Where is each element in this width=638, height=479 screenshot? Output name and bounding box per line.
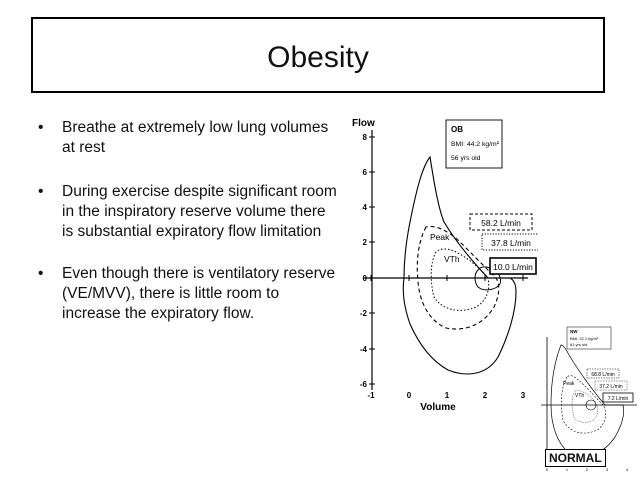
ve-vth-box bbox=[481, 233, 538, 251]
vth-label: VTh bbox=[444, 254, 460, 264]
bullet-text: Breathe at extremely low lung volumes at… bbox=[62, 119, 329, 156]
ve-vth-value: 37.2 L/min bbox=[599, 384, 623, 390]
x-tick: -1 bbox=[367, 391, 375, 400]
ve-vth-box bbox=[594, 380, 628, 391]
x-tick: 3 bbox=[521, 391, 526, 400]
bullet-marker: • bbox=[38, 183, 44, 200]
max-flow-volume-loop bbox=[402, 155, 517, 375]
ve-rest-box bbox=[489, 257, 537, 275]
x-axis-label: Volume bbox=[420, 402, 456, 412]
ve-peak-value: 68.8 L/min bbox=[591, 372, 615, 378]
y-tick: 0 bbox=[363, 274, 368, 283]
x-tick: 2 bbox=[483, 391, 488, 400]
rest-loop bbox=[585, 399, 597, 411]
vth-label: VTh bbox=[575, 393, 584, 399]
ve-peak-box bbox=[469, 213, 533, 231]
slide-title: Obesity bbox=[267, 41, 369, 74]
max-flow-volume-loop bbox=[550, 344, 625, 457]
title-box: Obesity bbox=[31, 17, 605, 93]
bullet-list: • Breathe at extremely low lung volumes … bbox=[38, 118, 338, 348]
ve-peak-value: 58.2 L/min bbox=[481, 218, 521, 228]
peak-exercise-loop bbox=[416, 225, 500, 330]
y-axis-label: Flow bbox=[352, 118, 375, 129]
bullet-marker: • bbox=[38, 119, 44, 136]
info-age: 56 yrs old bbox=[451, 155, 481, 162]
y-tick: 2 bbox=[363, 238, 368, 247]
info-box bbox=[566, 326, 612, 350]
info-group: OB bbox=[451, 125, 463, 134]
peak-exercise-loop bbox=[561, 375, 606, 434]
vth-loop bbox=[430, 248, 490, 311]
rest-loop bbox=[474, 266, 501, 291]
normal-label: NORMAL bbox=[545, 449, 606, 467]
ve-peak-box bbox=[586, 368, 620, 379]
peak-label: Peak bbox=[563, 381, 575, 387]
y-tick: -2 bbox=[360, 309, 368, 318]
y-tick: 4 bbox=[363, 203, 368, 212]
x-tick: 0 bbox=[546, 467, 549, 472]
bullet-text: During exercise despite significant room… bbox=[62, 183, 337, 240]
vth-loop bbox=[571, 390, 599, 423]
x-tick: 2 bbox=[586, 467, 589, 472]
info-bmi: BMI: 44.2 kg/m² bbox=[451, 141, 500, 148]
y-tick: 6 bbox=[363, 168, 368, 177]
bullet-item: • During exercise despite significant ro… bbox=[38, 182, 338, 242]
y-tick: -6 bbox=[360, 380, 368, 389]
x-tick: 0 bbox=[407, 391, 412, 400]
y-tick: -4 bbox=[360, 345, 368, 354]
info-group: NW bbox=[570, 329, 578, 334]
ve-rest-value: 7.2 L/min bbox=[608, 396, 629, 402]
info-bmi: BMI: 22.1 kg/m² bbox=[570, 336, 599, 341]
bullet-text: Even though there is ventilatory reserve… bbox=[62, 265, 336, 322]
y-tick: 8 bbox=[363, 133, 368, 142]
x-tick: 1 bbox=[566, 467, 569, 472]
bullet-item: • Breathe at extremely low lung volumes … bbox=[38, 118, 338, 158]
ve-vth-value: 37.8 L/min bbox=[491, 238, 531, 248]
info-box bbox=[445, 119, 503, 169]
ve-rest-value: 10.0 L/min bbox=[493, 262, 533, 272]
obesity-flow-volume-plot: Flow 8 6 4 2 0 -2 -4 -6 -1 0 1 2 3 Volum… bbox=[352, 118, 538, 412]
x-tick: 3 bbox=[606, 467, 609, 472]
peak-label: Peak bbox=[430, 232, 450, 242]
bullet-marker: • bbox=[38, 265, 44, 282]
info-age: 61 yrs old bbox=[570, 342, 587, 347]
ve-rest-box bbox=[602, 392, 634, 403]
x-tick: 4 bbox=[626, 467, 629, 472]
normal-flow-volume-inset: Peak VTh NW BMI: 22.1 kg/m² 61 yrs old 6… bbox=[541, 326, 637, 472]
x-tick: 1 bbox=[445, 391, 450, 400]
bullet-item: • Even though there is ventilatory reser… bbox=[38, 264, 338, 324]
